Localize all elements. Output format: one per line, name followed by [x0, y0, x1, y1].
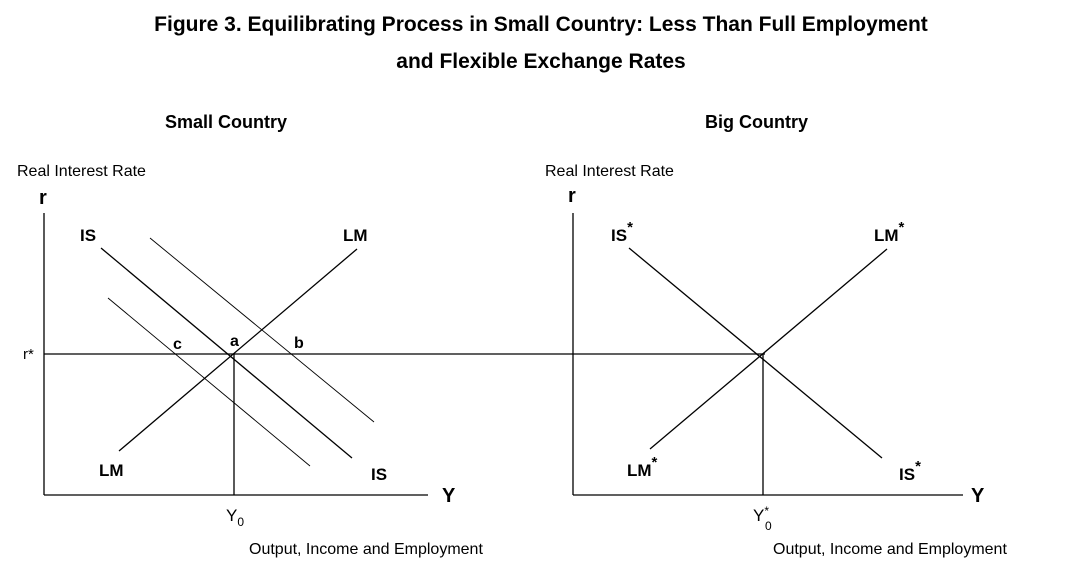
big-lm-curve: [649, 248, 888, 450]
small-output-label: Y0: [226, 506, 244, 529]
small-y-axis-symbol: r: [39, 187, 47, 209]
small-country-heading: Small Country: [165, 112, 287, 132]
small-is-top-label: IS: [80, 226, 96, 245]
point-a-label: a: [230, 333, 239, 350]
big-lm-bottom-label: LM*: [627, 454, 658, 480]
big-is-bottom-label: IS*: [899, 458, 921, 484]
small-x-axis-label: Output, Income and Employment: [249, 541, 483, 558]
big-x-axis-symbol: Y: [971, 485, 985, 507]
point-b-label: b: [294, 335, 304, 352]
big-is-top-label: IS*: [611, 219, 633, 245]
small-lm-bottom-label: LM: [99, 461, 124, 480]
small-rate-label: r*: [23, 346, 34, 363]
big-output-label: Y*: [753, 504, 769, 525]
figure-title-line2: and Flexible Exchange Rates: [396, 50, 686, 73]
big-x-axis-label: Output, Income and Employment: [773, 541, 1007, 558]
small-is-curve-left: [107, 297, 311, 467]
figure-title-line1: Figure 3. Equilibrating Process in Small…: [154, 13, 928, 36]
point-c-label: c: [173, 336, 182, 353]
big-is-curve: [628, 247, 883, 459]
big-y-axis-label: Real Interest Rate: [545, 163, 674, 180]
small-is-curve: [100, 247, 353, 459]
big-output-subscript: 0: [765, 519, 772, 533]
big-country-heading: Big Country: [705, 112, 808, 132]
small-lm-top-label: LM: [343, 226, 368, 245]
small-x-axis-symbol: Y: [442, 485, 456, 507]
big-lm-top-label: LM*: [874, 219, 905, 245]
small-y-axis-label: Real Interest Rate: [17, 163, 146, 180]
big-y-axis-symbol: r: [568, 185, 576, 207]
small-is-bottom-label: IS: [371, 465, 387, 484]
small-lm-curve: [118, 248, 358, 452]
